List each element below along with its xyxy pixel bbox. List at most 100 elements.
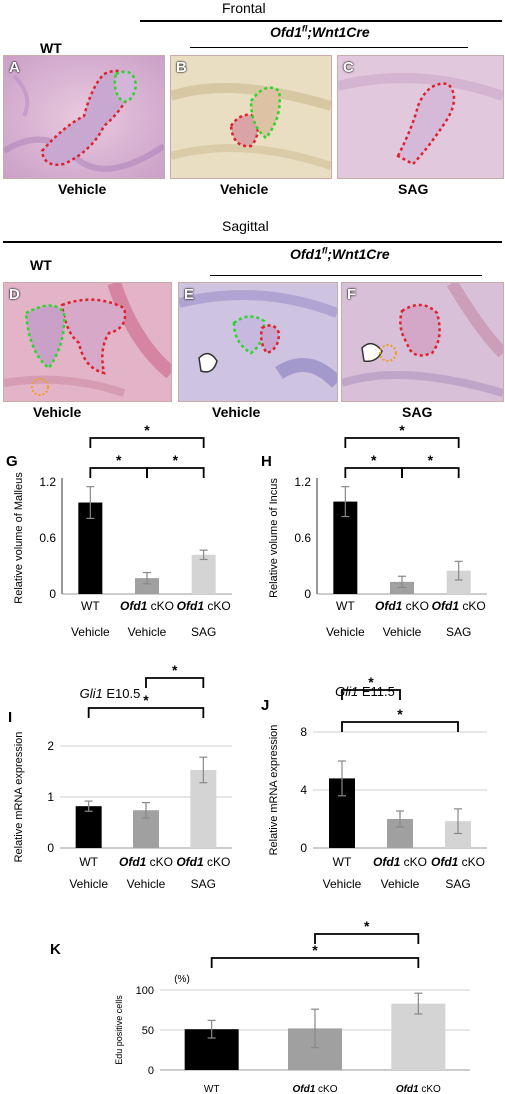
significance-bracket xyxy=(145,677,205,688)
histology-panel-b: B xyxy=(170,55,332,179)
histology-panel-a: A xyxy=(3,55,165,179)
y-tick-label: 0 xyxy=(304,587,311,601)
histology-panel-e: E xyxy=(178,282,338,402)
x-category-label: Ofd1 cKO xyxy=(432,599,486,613)
significance-mark: * xyxy=(143,692,149,708)
y-tick-label: 0.6 xyxy=(39,531,56,545)
significance-bracket xyxy=(89,437,205,448)
y-tick-label: 1 xyxy=(47,790,54,804)
significance-bracket xyxy=(344,467,403,478)
histology-image-b xyxy=(171,56,331,178)
mutant-frontal-rule xyxy=(190,47,468,48)
x-category-label: Ofd1 cKO xyxy=(292,1084,337,1094)
bar-2 xyxy=(446,570,471,594)
y-tick-label: 0 xyxy=(300,841,307,855)
x-category-label: Ofd1 cKO xyxy=(373,855,427,869)
significance-mark: * xyxy=(428,452,434,468)
wt-sagittal-label: WT xyxy=(30,257,52,273)
sagittal-header: Sagittal xyxy=(222,218,269,234)
panel-label-b: B xyxy=(176,59,187,76)
x-category-label: Ofd1 cKO xyxy=(119,855,173,869)
x-category-sublabel: Vehicle xyxy=(69,877,108,891)
caption-d: Vehicle xyxy=(33,404,82,420)
x-category-label: WT xyxy=(336,599,355,613)
x-category-label: Ofd1 cKO xyxy=(396,1084,441,1094)
significance-mark: * xyxy=(399,422,405,438)
y-axis-label: Relative mRNA expression xyxy=(268,725,280,856)
significance-mark: * xyxy=(364,918,370,934)
chart-title: Gli1 E11.5 xyxy=(335,684,395,699)
panel-label-d: D xyxy=(9,286,20,303)
x-category-sublabel: Vehicle xyxy=(323,877,362,891)
significance-mark: * xyxy=(371,452,377,468)
significance-bracket xyxy=(210,957,420,968)
sagittal-rule xyxy=(3,241,502,243)
x-category-sublabel: Vehicle xyxy=(381,877,420,891)
histology-panel-c: C xyxy=(337,55,504,179)
y-axis-label: Relative volume of Malleus xyxy=(13,472,25,604)
x-category-label: WT xyxy=(204,1084,220,1094)
histology-image-c xyxy=(338,56,503,178)
x-category-label: WT xyxy=(333,855,352,869)
y-tick-label: 0 xyxy=(47,841,54,855)
caption-a: Vehicle xyxy=(58,181,107,197)
y-tick-label: 8 xyxy=(300,725,307,739)
mutant-sagittal-label: Ofd1fl;Wnt1Cre xyxy=(290,245,390,262)
x-category-sublabel: Vehicle xyxy=(128,625,167,639)
significance-bracket xyxy=(146,467,205,478)
significance-mark: * xyxy=(368,674,374,690)
panel-label-a: A xyxy=(9,59,20,76)
histology-image-d xyxy=(4,283,171,401)
y-tick-label: 0 xyxy=(49,587,56,601)
frontal-rule xyxy=(140,20,502,22)
y-tick-label: 50 xyxy=(142,1025,154,1037)
wt-frontal-label: WT xyxy=(40,40,62,56)
y-tick-label: 100 xyxy=(136,985,154,997)
histology-image-a xyxy=(4,56,164,178)
x-category-sublabel: Vehicle xyxy=(71,625,110,639)
significance-mark: * xyxy=(312,942,318,958)
y-axis-label: Edu positive cells xyxy=(114,995,124,1065)
panel-label-g: G xyxy=(6,453,18,470)
x-category-label: WT xyxy=(81,599,100,613)
x-category-label: Ofd1 cKO xyxy=(431,855,485,869)
significance-mark: * xyxy=(172,662,178,678)
bar-2 xyxy=(191,554,216,594)
x-category-label: Ofd1 cKO xyxy=(177,599,231,613)
histology-image-e xyxy=(179,283,337,401)
mutant-sagittal-rule xyxy=(210,275,482,276)
x-category-sublabel: Vehicle xyxy=(127,877,166,891)
panel-label-c: C xyxy=(343,59,354,76)
y-tick-label: 0 xyxy=(148,1065,154,1077)
y-axis-label: Relative mRNA expression xyxy=(13,732,25,863)
significance-mark: * xyxy=(173,452,179,468)
x-category-label: Ofd1 cKO xyxy=(176,855,230,869)
x-category-label: WT xyxy=(79,855,98,869)
caption-e: Vehicle xyxy=(212,404,261,420)
histology-panel-f: F xyxy=(341,282,504,402)
significance-mark: * xyxy=(144,422,150,438)
significance-bracket xyxy=(87,707,205,718)
frontal-header: Frontal xyxy=(222,0,266,16)
chart-g-malleus-volume: G Relative volume of Malleus 0 0.6 1.2 WT Vehi… xyxy=(6,422,232,639)
x-category-sublabel: Vehicle xyxy=(383,625,422,639)
panel-label-e: E xyxy=(184,286,195,303)
chart-k-edu-positive: K(%)Edu positive cells050100WTVehicleOfd… xyxy=(50,918,470,1094)
panel-label-h: H xyxy=(261,453,272,470)
significance-bracket xyxy=(341,689,401,700)
panel-label-f: F xyxy=(347,286,357,303)
significance-bracket xyxy=(401,467,460,478)
histology-image-f xyxy=(342,283,503,401)
panel-label-j: J xyxy=(261,697,269,714)
caption-c: SAG xyxy=(398,181,429,197)
x-category-label: Ofd1 cKO xyxy=(120,599,174,613)
panel-label-i: I xyxy=(8,709,12,726)
bar-1 xyxy=(135,578,159,594)
y-tick-label: 1.2 xyxy=(294,475,311,489)
x-category-sublabel: SAG xyxy=(445,877,470,891)
significance-mark: * xyxy=(116,452,122,468)
x-category-label: Ofd1 cKO xyxy=(375,599,429,613)
x-category-sublabel: SAG xyxy=(446,625,471,639)
chart-j-gli1-e11-5: J Gli1 E11.5 Relative mRNA expression 0 4 8 WT… xyxy=(261,674,487,891)
significance-bracket xyxy=(314,933,420,944)
